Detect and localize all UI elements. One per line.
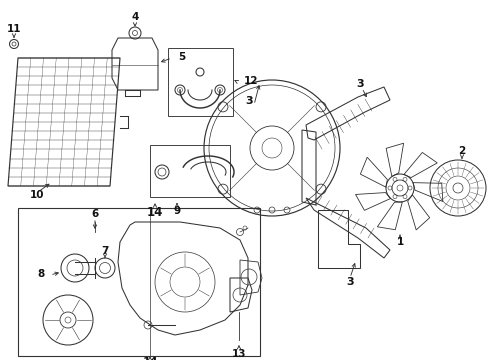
Text: 6: 6 bbox=[91, 209, 98, 219]
Text: 4: 4 bbox=[131, 12, 139, 22]
Bar bbox=[168, 48, 233, 116]
Text: 13: 13 bbox=[232, 349, 246, 359]
Text: 14: 14 bbox=[142, 357, 158, 360]
Text: 12: 12 bbox=[244, 76, 259, 86]
Text: 1: 1 bbox=[396, 237, 404, 247]
Text: 5: 5 bbox=[178, 52, 185, 62]
Text: 3: 3 bbox=[356, 79, 364, 89]
Text: 11: 11 bbox=[7, 24, 21, 34]
Text: 10: 10 bbox=[30, 190, 45, 200]
Text: 3: 3 bbox=[245, 96, 253, 106]
Text: 9: 9 bbox=[173, 206, 180, 216]
Bar bbox=[150, 145, 230, 197]
Text: 2: 2 bbox=[458, 146, 466, 156]
Text: 3: 3 bbox=[346, 277, 354, 287]
Text: 8: 8 bbox=[38, 269, 45, 279]
Text: 14: 14 bbox=[147, 206, 163, 219]
Bar bbox=[18, 208, 260, 356]
Text: 7: 7 bbox=[101, 246, 109, 256]
